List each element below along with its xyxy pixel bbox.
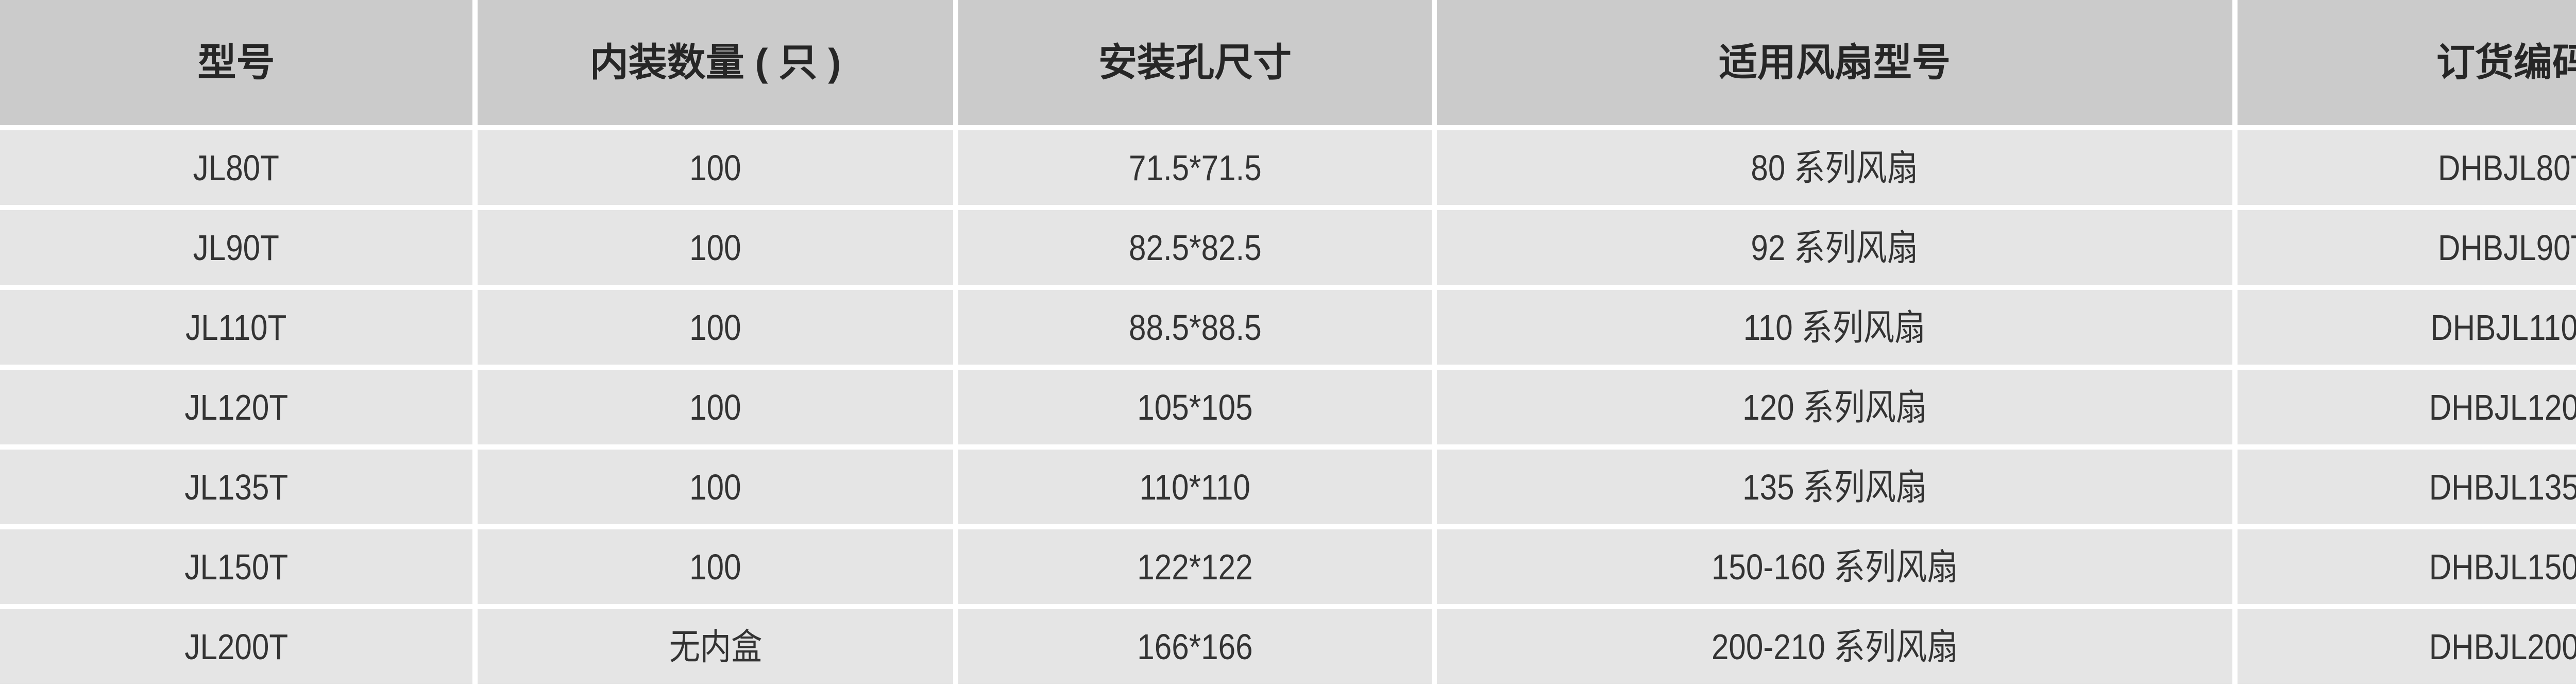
col-header-model: 型号	[0, 0, 472, 125]
cell-text: DHBJL200T	[2429, 626, 2576, 667]
cell-text: 166*166	[1137, 626, 1253, 667]
cell-mounting-hole-size: 105*105	[958, 370, 1432, 444]
cell-model: JL135T	[0, 450, 472, 524]
cell-text: 110*110	[1139, 467, 1251, 507]
cell-text: JL80T	[193, 147, 280, 188]
cell-text: 100	[689, 147, 741, 188]
cell-inner-quantity: 100	[478, 370, 953, 444]
cell-order-code: DHBJL90T	[2238, 210, 2576, 285]
cell-order-code: DHBJL110T	[2238, 290, 2576, 365]
cell-mounting-hole-size: 71.5*71.5	[958, 130, 1432, 205]
cell-order-code: DHBJL120T	[2238, 370, 2576, 444]
cell-inner-quantity: 100	[478, 210, 953, 285]
cell-mounting-hole-size: 82.5*82.5	[958, 210, 1432, 285]
cell-text: 无内盒	[669, 626, 762, 667]
cell-text: 100	[689, 467, 741, 507]
cell-text: 100	[689, 307, 741, 348]
cell-model: JL120T	[0, 370, 472, 444]
cell-text: JL90T	[193, 227, 280, 268]
cell-text: 82.5*82.5	[1128, 227, 1262, 268]
cell-mounting-hole-size: 166*166	[958, 609, 1432, 684]
cell-order-code: DHBJL80T	[2238, 130, 2576, 205]
cell-inner-quantity: 100	[478, 450, 953, 524]
cell-inner-quantity: 无内盒	[478, 609, 953, 684]
column-header-label: 型号	[197, 41, 275, 84]
cell-text: 92 系列风扇	[1751, 227, 1919, 268]
cell-text: 100	[689, 546, 741, 587]
cell-applicable-fan-model: 120 系列风扇	[1437, 370, 2232, 444]
col-header-order-code: 订货编码	[2238, 0, 2576, 125]
cell-text: JL120T	[184, 387, 288, 427]
cell-text: DHBJL110T	[2430, 307, 2576, 348]
cell-text: DHBJL90T	[2437, 227, 2576, 268]
cell-model: JL200T	[0, 609, 472, 684]
cell-text: 110 系列风扇	[1743, 307, 1926, 348]
cell-text: DHBJL80T	[2437, 147, 2576, 188]
cell-inner-quantity: 100	[478, 130, 953, 205]
cell-text: 100	[689, 227, 741, 268]
col-header-inner-quantity: 内装数量 ( 只 )	[478, 0, 953, 125]
cell-applicable-fan-model: 135 系列风扇	[1437, 450, 2232, 524]
cell-mounting-hole-size: 88.5*88.5	[958, 290, 1432, 365]
cell-mounting-hole-size: 122*122	[958, 529, 1432, 604]
cell-text: 100	[689, 387, 741, 427]
cell-applicable-fan-model: 110 系列风扇	[1437, 290, 2232, 365]
cell-text: 135 系列风扇	[1742, 467, 1927, 507]
cell-text: 150-160 系列风扇	[1711, 546, 1958, 587]
cell-inner-quantity: 100	[478, 529, 953, 604]
cell-text: JL110T	[185, 307, 287, 348]
cell-order-code: DHBJL135T	[2238, 450, 2576, 524]
column-header-label: 订货编码	[2436, 41, 2576, 84]
cell-text: 105*105	[1137, 387, 1253, 427]
cell-text: 80 系列风扇	[1751, 147, 1919, 188]
cell-text: 71.5*71.5	[1128, 147, 1262, 188]
column-header-label: 安装孔尺寸	[1098, 41, 1292, 84]
cell-model: JL80T	[0, 130, 472, 205]
cell-text: JL200T	[184, 626, 288, 667]
column-header-label: 适用风扇型号	[1718, 41, 1951, 84]
cell-model: JL150T	[0, 529, 472, 604]
col-header-mounting-hole-size: 安装孔尺寸	[958, 0, 1432, 125]
cell-applicable-fan-model: 80 系列风扇	[1437, 130, 2232, 205]
cell-applicable-fan-model: 92 系列风扇	[1437, 210, 2232, 285]
cell-text: JL150T	[184, 546, 288, 587]
cell-applicable-fan-model: 150-160 系列风扇	[1437, 529, 2232, 604]
cell-text: DHBJL120T	[2429, 387, 2576, 427]
cell-text: 122*122	[1137, 546, 1253, 587]
cell-mounting-hole-size: 110*110	[958, 450, 1432, 524]
cell-text: 200-210 系列风扇	[1711, 626, 1958, 667]
cell-model: JL110T	[0, 290, 472, 365]
col-header-applicable-fan-model: 适用风扇型号	[1437, 0, 2232, 125]
cell-text: JL135T	[184, 467, 288, 507]
cell-applicable-fan-model: 200-210 系列风扇	[1437, 609, 2232, 684]
cell-text: DHBJL150T	[2429, 546, 2576, 587]
column-header-label: 内装数量 ( 只 )	[589, 41, 841, 84]
cell-order-code: DHBJL150T	[2238, 529, 2576, 604]
cell-inner-quantity: 100	[478, 290, 953, 365]
cell-text: 120 系列风扇	[1742, 387, 1927, 427]
cell-model: JL90T	[0, 210, 472, 285]
cell-text: 88.5*88.5	[1128, 307, 1262, 348]
cell-order-code: DHBJL200T	[2238, 609, 2576, 684]
cell-text: DHBJL135T	[2429, 467, 2576, 507]
